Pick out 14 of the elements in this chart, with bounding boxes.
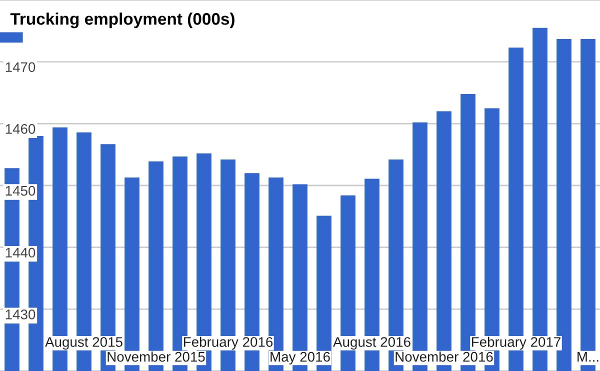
x-tick-label: M... [578, 352, 598, 362]
x-tick-label: November 2015 [108, 352, 205, 362]
x-tick-label: August 2016 [333, 337, 410, 350]
y-tick-label: 1450 [6, 186, 36, 196]
y-tick-label: 1470 [6, 62, 36, 72]
x-tick-label: May 2016 [270, 352, 330, 364]
x-tick-label: February 2017 [472, 336, 560, 350]
y-tick-label: 1440 [6, 248, 36, 258]
y-tick-label: 1430 [6, 310, 36, 320]
text: Trucking employment (000s) [10, 12, 234, 28]
y-tick-label: 1460 [6, 124, 36, 134]
x-tick-label: November 2016 [396, 352, 493, 362]
x-tick-label: February 2016 [184, 336, 273, 350]
x-tick-label: August 2015 [45, 337, 122, 350]
